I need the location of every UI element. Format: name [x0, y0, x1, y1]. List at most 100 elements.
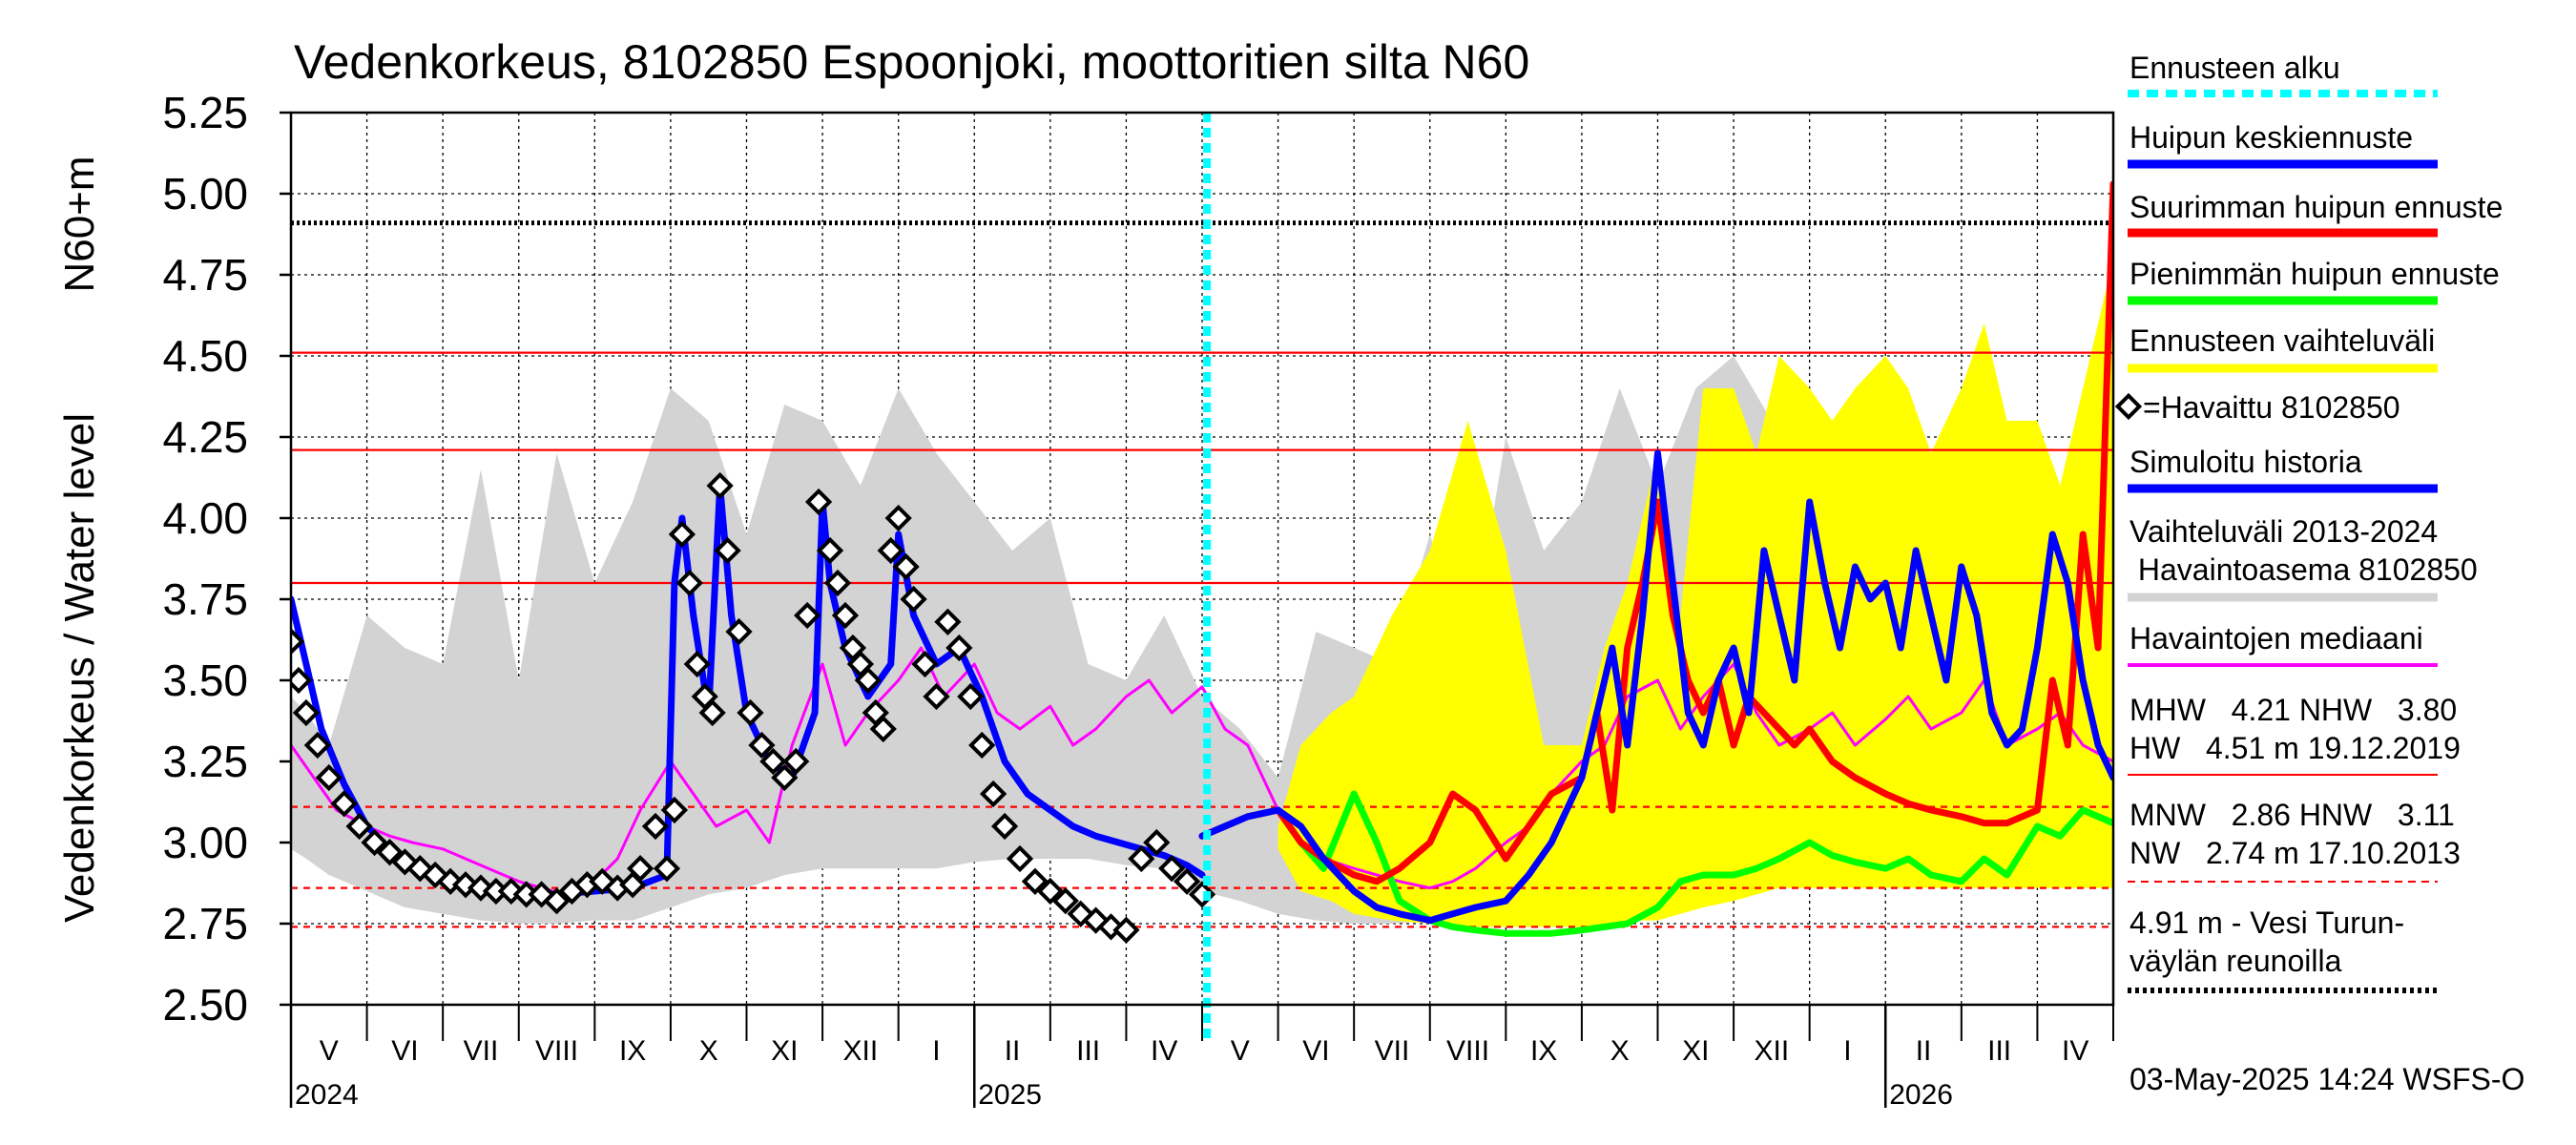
y-tick-label: 4.75	[162, 250, 248, 300]
legend-label-historic-range: Vaihteluväli 2013-2024	[2129, 514, 2438, 549]
month-label: VII	[464, 1035, 499, 1067]
x-axis: V VI VII VIII IX X XI XII I II III IV V VI VII VIII IX X X…	[289, 1005, 2114, 1111]
month-label: XII	[1755, 1035, 1790, 1067]
observed-point	[804, 488, 833, 516]
observed-point	[877, 536, 904, 565]
stat-mhw-nhw: MHW 4.21 NHW 3.80	[2129, 693, 2457, 727]
observed-point	[979, 780, 1008, 808]
observed-point	[968, 731, 996, 760]
observed-point	[771, 763, 799, 792]
observed-point	[1143, 828, 1171, 857]
observed-point	[714, 536, 741, 565]
observed-point	[869, 715, 897, 743]
month-label: X	[1610, 1035, 1630, 1067]
observed-point	[816, 536, 844, 565]
legend-label-forecast-range: Ennusteen vaihteluväli	[2129, 323, 2435, 358]
observed-point	[1112, 916, 1140, 944]
month-label: VIII	[1446, 1035, 1489, 1067]
observed-point	[737, 698, 764, 727]
y-tick-label: 5.25	[162, 88, 248, 137]
y-tick-label: 3.00	[162, 818, 248, 867]
observed-point	[291, 666, 313, 695]
month-label: IV	[1151, 1035, 1177, 1067]
stat-turku-note-2: väylän reunoilla	[2129, 944, 2342, 978]
observed-point	[782, 747, 810, 776]
observed-point	[892, 552, 920, 581]
observed-point	[1036, 877, 1064, 906]
month-label: XII	[843, 1035, 879, 1067]
observed-point	[759, 747, 787, 776]
observed-markers	[291, 471, 1216, 944]
year-label: 2025	[978, 1079, 1042, 1111]
stat-turku-note-1: 4.91 m - Vesi Turun-	[2129, 906, 2404, 940]
series-pienimm-n-huipun-ennuste	[1198, 790, 2113, 937]
month-label: VI	[391, 1035, 418, 1067]
observed-point	[512, 881, 540, 908]
observed-point	[957, 682, 985, 711]
legend: Ennusteen alku Huipun keskiennuste Suuri…	[2114, 51, 2503, 667]
observed-point	[482, 877, 510, 906]
month-label: II	[1916, 1035, 1932, 1067]
legend-label-simulated: Simuloitu historia	[2129, 445, 2362, 479]
observed-point	[831, 601, 860, 630]
observed-point	[303, 731, 332, 760]
timestamp: 03-May-2025 14:24 WSFS-O	[2129, 1062, 2524, 1096]
observed-point	[1006, 844, 1034, 873]
observed-point	[315, 763, 343, 792]
observed-point	[660, 796, 689, 824]
month-label: IV	[2062, 1035, 2088, 1067]
observed-point	[1158, 855, 1186, 883]
y-tick-label: 2.50	[162, 980, 248, 1030]
month-label: I	[1843, 1035, 1851, 1067]
observed-point	[923, 682, 950, 711]
series-suurimman-huipun-ennuste	[1198, 180, 2113, 885]
reference-lines	[291, 220, 2113, 928]
observed-point	[345, 812, 373, 841]
observed-point	[683, 650, 711, 678]
legend-label-median: Havaintojen mediaani	[2129, 621, 2423, 656]
observed-point	[675, 569, 703, 597]
stat-mnw-hnw: MNW 2.86 HNW 3.11	[2129, 798, 2455, 832]
observed-point	[990, 812, 1019, 841]
y-axis-unit-label: N60+m	[56, 156, 103, 292]
y-tick-label: 3.25	[162, 737, 248, 786]
month-label: I	[932, 1035, 940, 1067]
observed-point	[1021, 867, 1049, 895]
observed-point	[376, 839, 404, 866]
observed-point	[626, 855, 654, 883]
month-label: VI	[1302, 1035, 1329, 1067]
observed-point	[823, 569, 852, 597]
y-tick-label: 4.25	[162, 412, 248, 462]
chart-title: Vedenkorkeus, 8102850 Espoonjoki, mootto…	[294, 35, 1529, 89]
y-tick-label: 3.75	[162, 574, 248, 624]
y-tick-label: 4.00	[162, 493, 248, 543]
observed-point	[668, 520, 696, 549]
observed-point	[1128, 844, 1155, 873]
observed-point	[884, 504, 912, 532]
observed-point	[706, 471, 734, 500]
observed-point	[292, 698, 321, 727]
statistics: MHW 4.21 NHW 3.80 HW 4.51 m 19.12.2019 M…	[2128, 693, 2461, 993]
year-label: 2024	[295, 1079, 359, 1111]
observed-point	[854, 666, 882, 695]
observed-point	[900, 585, 927, 614]
plot-bands	[291, 259, 2113, 927]
observed-point	[291, 628, 305, 656]
observed-point	[330, 790, 358, 818]
legend-label-observed: =Havaittu 8102850	[2143, 390, 2400, 425]
y-axis-label: Vedenkorkeus / Water level	[56, 413, 103, 923]
y-tick-label: 3.50	[162, 656, 248, 705]
observed-point	[934, 608, 962, 635]
month-label: II	[1005, 1035, 1021, 1067]
month-label: XI	[771, 1035, 798, 1067]
month-label: X	[699, 1035, 718, 1067]
observed-point	[361, 828, 388, 857]
observed-point	[725, 617, 753, 646]
observed-point	[1173, 867, 1201, 895]
stat-hw: HW 4.51 m 19.12.2019	[2129, 731, 2461, 765]
legend-label-historic-range-station: Havaintoasema 8102850	[2129, 552, 2478, 587]
month-label: IX	[1530, 1035, 1557, 1067]
observed-point	[1051, 887, 1079, 915]
year-label: 2026	[1889, 1079, 1953, 1111]
